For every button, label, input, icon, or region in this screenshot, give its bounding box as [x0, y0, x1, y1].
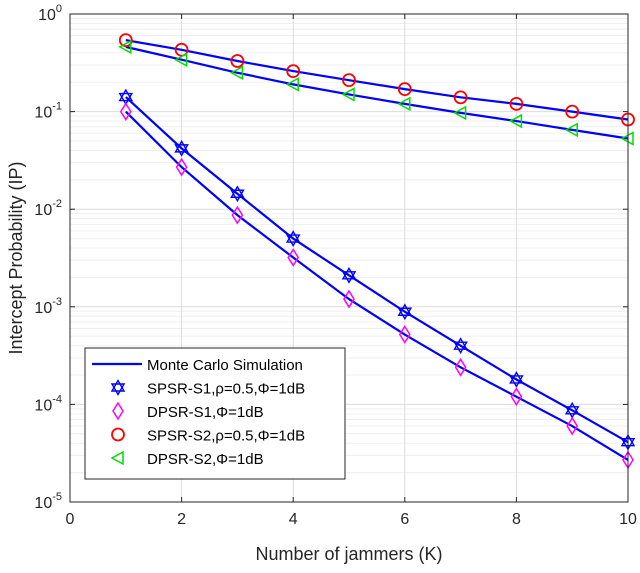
- data-point-triangle-left: [508, 113, 523, 129]
- y-tick-label: 10-4: [34, 393, 62, 414]
- data-point-diamond: [231, 205, 244, 225]
- legend-label: DPSR-S1,Φ=1dB: [147, 404, 264, 421]
- data-point-hexagram: [397, 303, 413, 321]
- data-point-diamond: [343, 289, 355, 309]
- data-point-triangle-left: [229, 65, 244, 81]
- data-point-circle: [509, 96, 524, 111]
- hexagram-part: [509, 375, 524, 388]
- data-point-triangle-left: [118, 39, 132, 55]
- y-tick-label: 100: [38, 3, 62, 24]
- data-point-diamond: [287, 248, 300, 267]
- x-axis-label: Number of jammers (K): [255, 544, 442, 564]
- hexagram-part: [230, 189, 245, 203]
- simulation-line: [125, 96, 629, 444]
- data-point-hexagram: [453, 337, 468, 355]
- legend-label: SPSR-S1,ρ=0.5,Φ=1dB: [147, 381, 305, 398]
- x-tick-label: 8: [512, 511, 521, 528]
- y-tick-label: 10-1: [34, 101, 62, 122]
- x-tick-label: 0: [66, 511, 75, 528]
- legend-box: [84, 347, 346, 480]
- y-tick-label: 10-5: [34, 491, 62, 512]
- data-point-diamond: [398, 325, 411, 344]
- data-point-diamond: [119, 102, 132, 122]
- data-point-circle: [565, 104, 580, 119]
- legend-marker: [110, 450, 124, 466]
- legend-label: SPSR-S2,ρ=0.5,Φ=1dB: [147, 428, 305, 445]
- legend-marker: [110, 379, 126, 396]
- data-point-diamond: [566, 416, 579, 436]
- data-point-hexagram: [285, 230, 301, 247]
- data-point-diamond: [175, 157, 188, 177]
- data-point-circle: [342, 73, 356, 88]
- data-point-hexagram: [341, 266, 357, 284]
- hexagram-part: [341, 266, 357, 280]
- data-point-triangle-left: [564, 122, 578, 138]
- y-tick-label: 10-3: [34, 296, 62, 317]
- y-tick-label: 10-2: [34, 198, 62, 219]
- x-tick-label: 10: [619, 511, 637, 528]
- data-point-triangle-left: [453, 105, 467, 121]
- legend-marker: [111, 427, 125, 442]
- simulation-line: [125, 39, 629, 121]
- hexagram-part: [174, 139, 189, 153]
- data-point-diamond: [454, 357, 467, 377]
- y-axis-label: Intercept Probability (IP): [6, 161, 26, 354]
- hexagram-part: [174, 144, 189, 157]
- simulation-line: [125, 110, 629, 461]
- data-point-circle: [453, 90, 468, 105]
- hexagram-part: [110, 379, 126, 392]
- hexagram-part: [118, 92, 134, 106]
- x-tick-label: 2: [177, 511, 186, 528]
- x-tick-label: 4: [289, 511, 298, 528]
- hexagram-part: [110, 383, 126, 396]
- data-point-triangle-left: [285, 77, 299, 92]
- data-point-hexagram: [118, 88, 134, 106]
- x-tick-label: 6: [400, 511, 409, 528]
- legend-label: Monte Carlo Simulation: [147, 357, 303, 374]
- data-point-circle: [118, 33, 133, 48]
- axes-box: [69, 13, 629, 503]
- data-point-circle: [230, 54, 245, 68]
- data-point-diamond: [510, 387, 523, 407]
- hexagram-part: [509, 371, 524, 384]
- hexagram-part: [118, 88, 134, 102]
- data-point-circle: [286, 64, 301, 78]
- hexagram-part: [453, 337, 468, 350]
- legend-label: DPSR-S2,Φ=1dB: [147, 451, 264, 468]
- data-point-circle: [397, 82, 412, 97]
- legend: Monte Carlo Simulation SPSR-S1,ρ=0.5,Φ=1d…: [84, 347, 346, 480]
- hexagram-part: [285, 234, 301, 247]
- data-point-triangle-left: [174, 52, 188, 67]
- hexagram-part: [285, 230, 301, 243]
- data-point-hexagram: [230, 185, 245, 203]
- hexagram-part: [564, 406, 580, 419]
- hexagram-part: [564, 401, 580, 415]
- hexagram-part: [453, 341, 468, 355]
- hexagram-part: [341, 271, 357, 284]
- hexagram-part: [397, 303, 413, 316]
- simulation-line: [125, 45, 629, 140]
- data-point-triangle-left: [397, 96, 411, 112]
- data-point-hexagram: [564, 401, 580, 419]
- hexagram-part: [230, 185, 245, 198]
- data-point-hexagram: [174, 139, 189, 157]
- hexagram-part: [397, 307, 413, 321]
- data-point-hexagram: [509, 371, 524, 388]
- legend-marker: [112, 401, 124, 421]
- data-point-triangle-left: [341, 87, 355, 102]
